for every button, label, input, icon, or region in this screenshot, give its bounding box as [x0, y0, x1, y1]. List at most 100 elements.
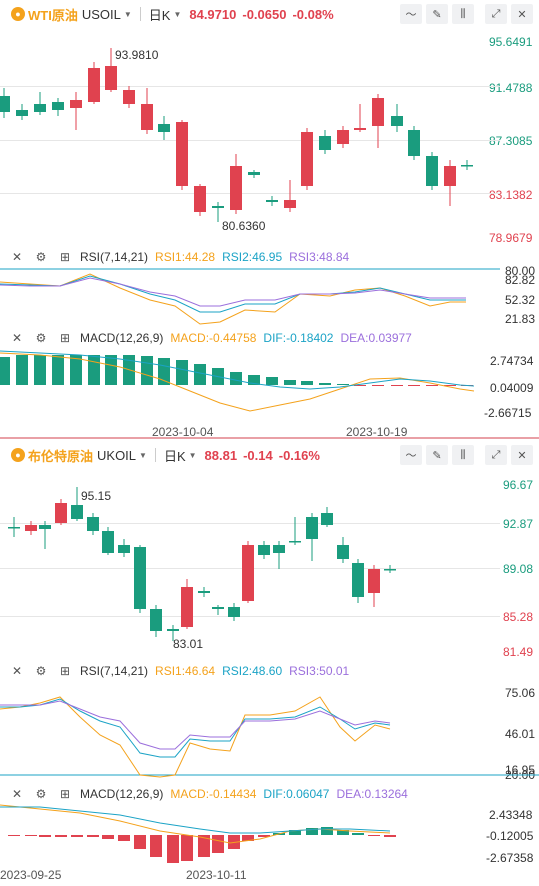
- rsi2-line: [0, 698, 391, 758]
- macd-header: ✕ ⚙ ⊞ MACD(12,26,9) MACD:-0.14434 DIF:0.…: [0, 784, 408, 804]
- close-icon[interactable]: ✕: [11, 250, 23, 264]
- pen-icon[interactable]: ✎: [426, 445, 448, 465]
- macd-bar: [337, 384, 349, 385]
- instrument-name[interactable]: 布伦特原油: [28, 448, 94, 464]
- instrument-code[interactable]: USOIL: [81, 6, 121, 22]
- dif-value: DIF:0.06047: [263, 787, 330, 801]
- date-label: 2023-10-04: [152, 425, 214, 439]
- candle-body: [123, 90, 135, 104]
- candle-body: [55, 503, 67, 523]
- macd-indicator-name[interactable]: MACD(12,26,9): [80, 787, 164, 801]
- plus-square-icon[interactable]: ⊞: [59, 331, 71, 345]
- macd-indicator-name[interactable]: MACD(12,26,9): [80, 331, 164, 345]
- crosshair-icon[interactable]: 〜: [400, 4, 422, 24]
- period-select[interactable]: 日K: [148, 7, 171, 23]
- macd-value: MACD:-0.44758: [170, 331, 257, 345]
- chevron-down-icon[interactable]: ▼: [139, 450, 147, 460]
- chart-header: ● WTI原油 USOIL ▼ 日K ▼ 84.9710 -0.0650 -0.…: [0, 0, 539, 28]
- macd-bar: [118, 835, 130, 841]
- macd-bar: [198, 835, 210, 857]
- expand-icon[interactable]: ⤢: [485, 445, 507, 465]
- price-axis-label: 83.1382: [489, 188, 533, 202]
- price-axis-label: 96.67: [503, 478, 534, 492]
- indicator-icon[interactable]: ⫼: [452, 4, 474, 24]
- candle-body: [352, 563, 364, 597]
- macd-value: MACD:-0.14434: [170, 787, 257, 801]
- close-icon[interactable]: ✕: [11, 787, 23, 801]
- candle-body: [289, 541, 301, 543]
- macd-bar: [248, 375, 260, 385]
- close-icon[interactable]: ✕: [511, 445, 533, 465]
- low-marker: 83.01: [173, 637, 204, 651]
- rsi-indicator-name[interactable]: RSI(7,14,21): [80, 250, 149, 264]
- macd-bar: [194, 364, 206, 385]
- macd-bar: [70, 355, 82, 385]
- macd-bar: [16, 355, 28, 385]
- candle-body: [248, 172, 260, 175]
- macd-bar: [319, 383, 331, 385]
- dif-line: [0, 804, 391, 844]
- macd-bar: [337, 830, 349, 835]
- plus-square-icon[interactable]: ⊞: [59, 787, 71, 801]
- last-price: 84.9710: [189, 6, 237, 22]
- price-change: -0.14: [243, 447, 273, 463]
- gear-icon[interactable]: ⚙: [35, 250, 47, 264]
- candle-body: [408, 130, 420, 156]
- candle-body: [230, 166, 242, 210]
- price-change-pct: -0.16%: [278, 447, 320, 463]
- candle-body: [258, 545, 270, 555]
- rsi-indicator-name[interactable]: RSI(7,14,21): [80, 664, 149, 678]
- macd-bar: [372, 385, 384, 386]
- macd-bar: [71, 835, 83, 837]
- rsi2-line: [0, 275, 466, 313]
- rsi1-line: [0, 273, 466, 325]
- candlestick-chart: [0, 48, 473, 222]
- rsi1-value: RSI1:46.64: [155, 664, 216, 678]
- rsi3-value: RSI3:48.84: [289, 250, 350, 264]
- candle-body: [284, 200, 296, 208]
- price-axis-label: 78.9679: [489, 231, 533, 245]
- close-icon[interactable]: ✕: [511, 4, 533, 24]
- candle-body: [194, 186, 206, 212]
- period-select[interactable]: 日K: [163, 448, 186, 464]
- candle-body: [354, 128, 366, 130]
- price-change: -0.0650: [242, 6, 287, 22]
- instrument-name[interactable]: WTI原油: [28, 7, 78, 23]
- gear-icon[interactable]: ⚙: [35, 787, 47, 801]
- gear-icon[interactable]: ⚙: [35, 331, 47, 345]
- indicator-icon[interactable]: ⫼: [452, 445, 474, 465]
- candle-body: [212, 607, 224, 609]
- expand-icon[interactable]: ⤢: [485, 4, 507, 24]
- plus-square-icon[interactable]: ⊞: [59, 250, 71, 264]
- chevron-down-icon[interactable]: ▼: [173, 9, 182, 19]
- crosshair-icon[interactable]: 〜: [400, 445, 422, 465]
- candle-body: [384, 569, 396, 571]
- price-axis-label: 85.28: [503, 610, 534, 624]
- chevron-down-icon[interactable]: ▼: [188, 450, 197, 460]
- chevron-down-icon[interactable]: ▼: [123, 9, 132, 19]
- macd-bar: [8, 835, 20, 836]
- candle-body: [242, 545, 254, 601]
- macd-bar: [444, 385, 456, 386]
- macd-chart: [0, 350, 475, 412]
- gear-icon[interactable]: ⚙: [35, 664, 47, 678]
- close-icon[interactable]: ✕: [11, 331, 23, 345]
- pen-icon[interactable]: ✎: [426, 4, 448, 24]
- rsi-axis-label: 21.83: [505, 312, 536, 326]
- candle-body: [426, 156, 438, 186]
- candle-body: [105, 66, 117, 90]
- candle-body: [181, 587, 193, 627]
- rsi-axis-label: 80.00: [505, 264, 536, 278]
- rsi-chart: [0, 268, 500, 325]
- close-icon[interactable]: ✕: [11, 664, 23, 678]
- rsi-axis-label: 16.95: [505, 763, 536, 777]
- rsi2-value: RSI2:48.60: [222, 664, 283, 678]
- high-marker: 93.9810: [115, 48, 159, 62]
- plus-square-icon[interactable]: ⊞: [59, 664, 71, 678]
- macd-bar: [242, 835, 254, 841]
- macd-bar: [176, 360, 188, 385]
- divider: [139, 7, 141, 21]
- macd-bar: [289, 830, 301, 835]
- macd-bar: [212, 835, 224, 853]
- instrument-code[interactable]: UKOIL: [97, 447, 137, 463]
